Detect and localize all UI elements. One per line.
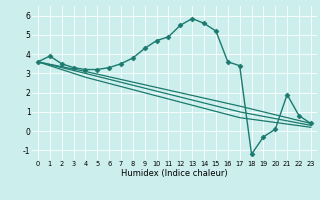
X-axis label: Humidex (Indice chaleur): Humidex (Indice chaleur)	[121, 169, 228, 178]
